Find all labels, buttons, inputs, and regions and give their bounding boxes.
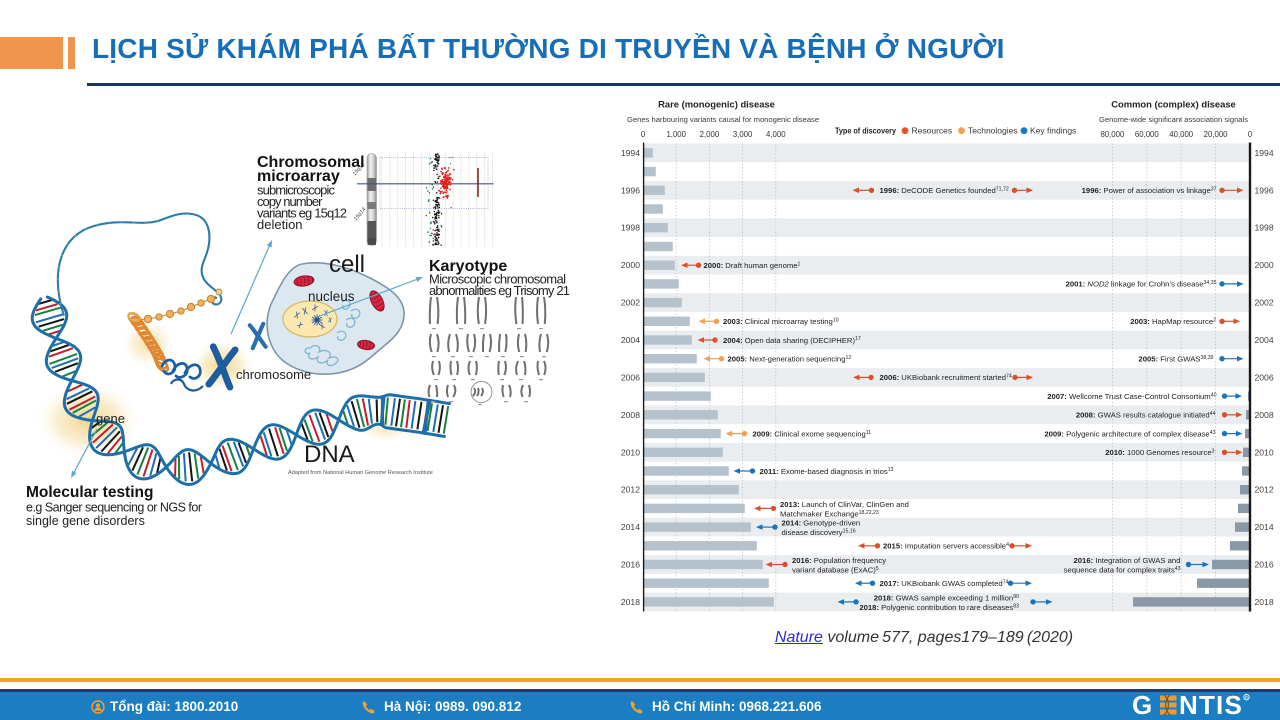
svg-text:2008: GWAS results catalogue i: 2008: GWAS results catalogue initiated44 bbox=[1076, 411, 1216, 420]
svg-text:2007: Wellcome Trust Case-Cont: 2007: Wellcome Trust Case-Control Consor… bbox=[1047, 392, 1216, 401]
svg-text:2016: 2016 bbox=[621, 560, 640, 570]
svg-text:Resources: Resources bbox=[912, 126, 953, 136]
svg-text:submicroscopic: submicroscopic bbox=[257, 183, 336, 198]
svg-text:2000: 2000 bbox=[621, 260, 640, 270]
svg-text:Matchmaker Exchange18,22,23: Matchmaker Exchange18,22,23 bbox=[780, 509, 879, 518]
svg-text:1996: DeCODE Genetics founded7: 1996: DeCODE Genetics founded71,72 bbox=[880, 186, 1009, 195]
svg-text:2000: Draft human genome1: 2000: Draft human genome1 bbox=[704, 261, 801, 270]
svg-text:2012: 2012 bbox=[621, 485, 640, 495]
svg-text:1996: 1996 bbox=[1255, 185, 1274, 195]
svg-text:2002: 2002 bbox=[1255, 298, 1274, 308]
svg-text:disease discovery15,16: disease discovery15,16 bbox=[782, 528, 856, 537]
svg-text:single gene disorders: single gene disorders bbox=[26, 514, 145, 528]
svg-text:2006: 2006 bbox=[1255, 372, 1274, 382]
svg-text:2000: 2000 bbox=[1255, 260, 1274, 270]
svg-text:1,000: 1,000 bbox=[666, 130, 686, 139]
svg-text:2004: 2004 bbox=[1255, 335, 1274, 345]
svg-text:2002: 2002 bbox=[621, 298, 640, 308]
svg-text:2016: 2016 bbox=[1255, 560, 1274, 570]
svg-text:2015: Imputation servers acces: 2015: Imputation servers accessible4 bbox=[883, 542, 1009, 551]
svg-text:microarray: microarray bbox=[257, 168, 340, 185]
svg-text:NTIS: NTIS bbox=[1179, 692, 1243, 720]
svg-text:cell: cell bbox=[329, 251, 365, 278]
svg-text:1998: 1998 bbox=[621, 223, 640, 233]
svg-text:2008: 2008 bbox=[621, 410, 640, 420]
svg-text:2016: Integration of GWAS and: 2016: Integration of GWAS and bbox=[1074, 556, 1181, 565]
svg-text:15q14: 15q14 bbox=[353, 207, 367, 223]
svg-text:20,000: 20,000 bbox=[1204, 130, 1229, 139]
svg-text:chromosome: chromosome bbox=[236, 367, 311, 382]
svg-text:2003: Clinical microarray test: 2003: Clinical microarray testing10 bbox=[723, 317, 839, 326]
svg-text:2018: 2018 bbox=[1255, 597, 1274, 607]
svg-text:2018: Polygenic contribution t: 2018: Polygenic contribution to rare dis… bbox=[859, 603, 1019, 612]
svg-text:R: R bbox=[1245, 695, 1248, 700]
svg-text:Technologies: Technologies bbox=[968, 126, 1018, 136]
svg-text:2006: UKBiobank recruitment st: 2006: UKBiobank recruitment started74 bbox=[880, 373, 1012, 382]
svg-text:2010: 2010 bbox=[1255, 447, 1274, 457]
svg-text:G: G bbox=[1132, 692, 1153, 720]
svg-text:2004: Open data sharing (DECIP: 2004: Open data sharing (DECIPHER)17 bbox=[723, 336, 861, 345]
svg-text:DNA: DNA bbox=[304, 441, 355, 468]
svg-text:gene: gene bbox=[96, 411, 125, 426]
svg-text:e.g Sanger sequencing or NGS f: e.g Sanger sequencing or NGS for bbox=[26, 501, 202, 515]
svg-text:2012: 2012 bbox=[1255, 485, 1274, 495]
svg-text:Key findings: Key findings bbox=[1030, 126, 1076, 136]
svg-text:2008: 2008 bbox=[1255, 410, 1274, 420]
svg-text:Karyotype: Karyotype bbox=[429, 258, 507, 275]
svg-text:1998: 1998 bbox=[1255, 223, 1274, 233]
svg-text:nucleus: nucleus bbox=[308, 289, 355, 304]
svg-text:2011: Exome-based diagnosis in: 2011: Exome-based diagnosis in trios13 bbox=[760, 467, 894, 476]
svg-text:0: 0 bbox=[641, 130, 646, 139]
svg-text:2005: Next-generation sequenci: 2005: Next-generation sequencing12 bbox=[728, 355, 852, 364]
svg-text:1996: 1996 bbox=[621, 185, 640, 195]
svg-text:variant database (ExAC)5: variant database (ExAC)5 bbox=[792, 566, 879, 575]
svg-text:2014: Genotype-driven: 2014: Genotype-driven bbox=[782, 519, 861, 528]
svg-text:2014: 2014 bbox=[621, 522, 640, 532]
svg-text:40,000: 40,000 bbox=[1169, 130, 1194, 139]
svg-text:2003: HapMap resource2: 2003: HapMap resource2 bbox=[1130, 317, 1216, 326]
svg-text:Molecular testing: Molecular testing bbox=[26, 484, 153, 501]
svg-text:sequence data for complex trai: sequence data for complex traits43 bbox=[1064, 566, 1181, 575]
svg-text:Genes harbouring variants caus: Genes harbouring variants causal for mon… bbox=[627, 115, 819, 124]
svg-text:2,000: 2,000 bbox=[700, 130, 720, 139]
svg-text:Genome-wide significant associ: Genome-wide significant association sign… bbox=[1099, 115, 1248, 124]
svg-text:Rare (monogenic) disease: Rare (monogenic) disease bbox=[658, 99, 775, 110]
svg-text:2017: UKBiobank GWAS completed: 2017: UKBiobank GWAS completed74 bbox=[880, 579, 1009, 588]
svg-text:2016: Population frequency: 2016: Population frequency bbox=[792, 556, 886, 565]
svg-text:Type of discovery: Type of discovery bbox=[835, 126, 896, 136]
svg-text:copy number: copy number bbox=[257, 194, 323, 209]
svg-text:2010: 2010 bbox=[621, 447, 640, 457]
svg-text:4,000: 4,000 bbox=[766, 130, 786, 139]
svg-text:2004: 2004 bbox=[621, 335, 640, 345]
svg-text:2018: GWAS sample exceeding 1: 2018: GWAS sample exceeding 1 million90 bbox=[874, 593, 1019, 602]
svg-text:2006: 2006 bbox=[621, 372, 640, 382]
svg-text:abnormalities eg Trisomy 21: abnormalities eg Trisomy 21 bbox=[429, 283, 570, 298]
svg-text:0: 0 bbox=[1248, 130, 1253, 139]
svg-text:2013: Launch of ClinVar, ClinG: 2013: Launch of ClinVar, ClinGen and bbox=[780, 500, 909, 509]
svg-text:60,000: 60,000 bbox=[1135, 130, 1160, 139]
svg-text:1994: 1994 bbox=[621, 148, 640, 158]
svg-text:deletion: deletion bbox=[257, 217, 303, 232]
svg-text:2010: 1000 Genomes resource3: 2010: 1000 Genomes resource3 bbox=[1105, 448, 1214, 457]
svg-text:80,000: 80,000 bbox=[1100, 130, 1125, 139]
svg-text:Adapted from National Human Ge: Adapted from National Human Genome Resea… bbox=[288, 470, 433, 476]
svg-text:Common (complex) disease: Common (complex) disease bbox=[1111, 99, 1236, 110]
svg-text:2018: 2018 bbox=[621, 597, 640, 607]
svg-text:3,000: 3,000 bbox=[733, 130, 753, 139]
svg-text:2009: Clinical exome sequencin: 2009: Clinical exome sequencing11 bbox=[753, 429, 872, 438]
svg-text:1994: 1994 bbox=[1255, 148, 1274, 158]
svg-text:2009: Polygenic architecture o: 2009: Polygenic architecture of complex … bbox=[1044, 429, 1215, 438]
svg-text:Chromosomal: Chromosomal bbox=[257, 154, 365, 171]
svg-text:1996: Power of association vs: 1996: Power of association vs linkage37 bbox=[1082, 186, 1217, 195]
svg-text:2001: NOD2 linkage for Crohn’s: 2001: NOD2 linkage for Crohn’s disease34… bbox=[1066, 280, 1217, 289]
svg-text:2014: 2014 bbox=[1255, 522, 1274, 532]
svg-text:Microscopic chromosomal: Microscopic chromosomal bbox=[429, 272, 566, 287]
svg-text:variants eg 15q12: variants eg 15q12 bbox=[257, 206, 347, 221]
svg-text:2005: First GWAS38,39: 2005: First GWAS38,39 bbox=[1138, 355, 1213, 364]
